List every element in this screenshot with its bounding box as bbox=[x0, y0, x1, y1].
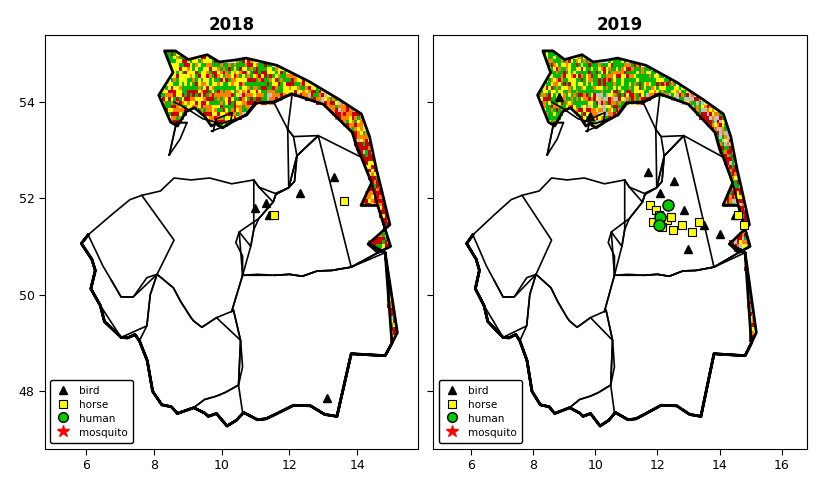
Legend: bird, horse, human, mosquito: bird, horse, human, mosquito bbox=[438, 380, 522, 443]
Title: 2019: 2019 bbox=[597, 16, 643, 35]
Title: 2018: 2018 bbox=[209, 16, 255, 35]
Legend: bird, horse, human, mosquito: bird, horse, human, mosquito bbox=[50, 380, 133, 443]
